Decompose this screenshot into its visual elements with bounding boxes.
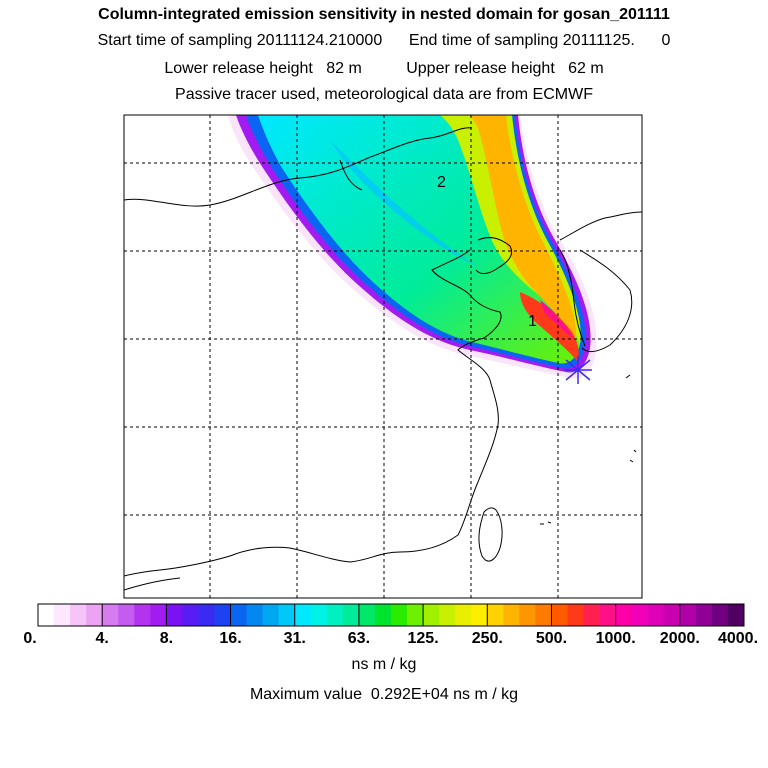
colorbar-tick-label: 125. [407, 630, 439, 647]
colorbar-tick-label: 8. [159, 630, 174, 647]
lat-lon-grid [124, 115, 642, 598]
colorbar-tick-label: 0. [23, 630, 37, 647]
colorbar-tick-label: 31. [283, 630, 306, 647]
sampling-times: Start time of sampling 20111124.210000 E… [97, 32, 671, 49]
colorbar-tick-label: 4000. [717, 630, 759, 647]
sensitivity-map: 1 2 [123, 114, 643, 599]
tracer-info: Passive tracer used, meteorological data… [175, 86, 593, 103]
colorbar-tick-label: 16. [219, 630, 242, 647]
map-marker-label-2: 2 [437, 174, 446, 191]
colorbar-tick-label: 1000. [595, 630, 636, 647]
plume-layer [228, 115, 597, 379]
map-frame [123, 114, 643, 599]
colorbar-tick-label: 2000. [659, 630, 700, 647]
coastlines [124, 127, 642, 591]
colorbar-tick-label: 4. [95, 630, 109, 647]
star-marker-icon [564, 356, 592, 384]
map-marker-label-1: 1 [528, 313, 537, 330]
colorbar-tick-label: 250. [471, 630, 503, 647]
colorbar-tick-label: 63. [347, 630, 371, 647]
colorbar-units: ns m / kg [351, 656, 417, 673]
maximum-value: Maximum value 0.292E+04 ns m / kg [249, 686, 519, 703]
colorbar-tick-label: 500. [535, 630, 568, 647]
plot-title: Column-integrated emission sensitivity i… [98, 6, 670, 23]
release-heights: Lower release height 82 m Upper release … [164, 60, 604, 77]
